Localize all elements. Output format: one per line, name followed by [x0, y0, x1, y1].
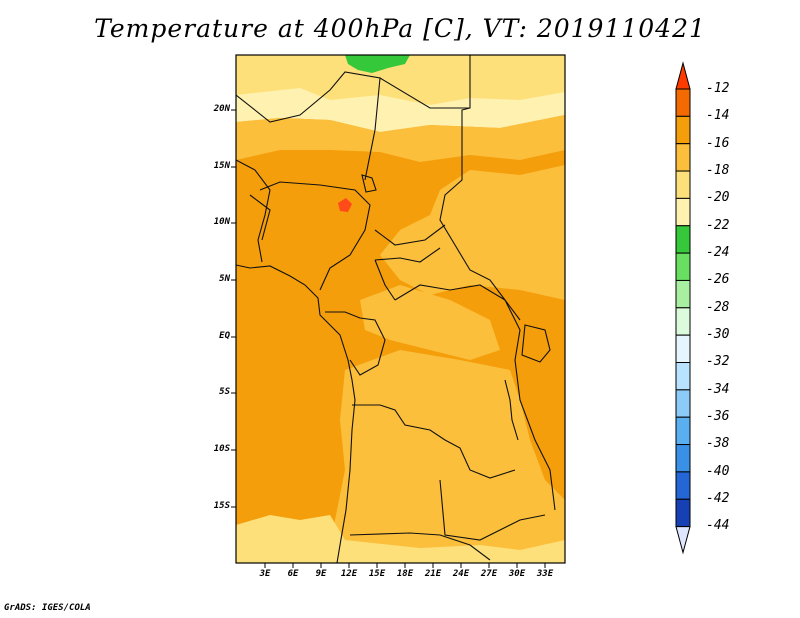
- colorbar-swatch: [675, 471, 691, 500]
- colorbar-bottom-triangle: [675, 526, 691, 555]
- field-amber-south: [330, 350, 565, 563]
- lon-label: 15E: [368, 569, 386, 579]
- country-borders: [236, 55, 556, 563]
- colorbar-label: -24: [706, 245, 730, 260]
- border-drc-north: [394, 284, 521, 321]
- colorbar-swatch: [675, 362, 691, 391]
- colorbar-label: -12: [706, 81, 730, 96]
- border-east: [504, 299, 556, 511]
- colorbar-label: -40: [706, 464, 730, 479]
- border-sudan-chad: [439, 55, 506, 301]
- border-car: [374, 224, 446, 301]
- colorbar-label: -42: [706, 491, 730, 506]
- colorbar-label: -32: [706, 354, 730, 369]
- border-libya-egypt: [379, 77, 470, 109]
- lake-tanganyika: [504, 379, 519, 441]
- colorbar-swatch: [675, 115, 691, 145]
- lon-label: 18E: [396, 569, 414, 579]
- border-congo: [325, 311, 386, 376]
- colorbar-label: -44: [706, 518, 730, 533]
- colorbar-swatch: [675, 307, 691, 336]
- lat-label: 5N: [219, 274, 230, 284]
- field-amber-congo: [360, 285, 500, 360]
- lat-label: 15N: [213, 161, 230, 171]
- lon-label: 27E: [480, 569, 498, 579]
- lon-label: 9E: [315, 569, 327, 579]
- colorbar-label: -20: [706, 190, 730, 205]
- lon-ticks: [264, 563, 546, 568]
- colorbar-swatch: [675, 197, 691, 227]
- border-northern: [236, 71, 381, 181]
- border-zambia: [439, 479, 546, 541]
- lat-label: 10N: [213, 217, 230, 227]
- colorbar-swatch: [675, 334, 691, 363]
- lake-chad: [361, 174, 377, 193]
- lon-label: 21E: [424, 569, 442, 579]
- border-nigeria: [259, 181, 371, 291]
- lat-label: EQ: [219, 331, 230, 341]
- lon-label: 24E: [452, 569, 470, 579]
- colorbar-label: -30: [706, 327, 730, 342]
- colorbar-label: -14: [706, 108, 730, 123]
- colorbar-swatch: [675, 389, 691, 418]
- field-amber-east: [380, 165, 565, 300]
- border-south: [349, 532, 491, 561]
- colorbar-label: -38: [706, 436, 730, 451]
- lat-label: 5S: [219, 387, 230, 397]
- border-drc-angola: [352, 404, 516, 479]
- colorbar-swatch: [675, 279, 691, 309]
- map-frame: [235, 54, 566, 564]
- lon-label: 33E: [536, 569, 554, 579]
- lat-label: 20N: [213, 104, 230, 114]
- field-band-amber-north: [236, 115, 565, 162]
- lat-label: 10S: [213, 444, 230, 454]
- lon-label: 30E: [508, 569, 526, 579]
- colorbar-label: -28: [706, 300, 730, 315]
- colorbar-label: -16: [706, 136, 730, 151]
- colorbar-swatch: [675, 252, 691, 281]
- colorbar-swatch: [675, 444, 691, 473]
- field-hot-spot: [338, 198, 352, 212]
- colorbar-swatch: [675, 416, 691, 446]
- lake-victoria: [521, 324, 551, 363]
- colorbar-top-triangle: [675, 61, 691, 90]
- colorbar-label: -22: [706, 218, 730, 233]
- colorbar-swatch: [675, 225, 691, 254]
- colorbar-swatch: [675, 143, 691, 172]
- temperature-field: [236, 55, 565, 563]
- colorbar-label: -36: [706, 409, 730, 424]
- colorbar-label: -18: [706, 163, 730, 178]
- colorbar: [675, 61, 691, 555]
- lon-label: 12E: [340, 569, 358, 579]
- field-yellow-southwest: [236, 515, 565, 563]
- grads-credit: GrADS: IGES/COLA: [4, 603, 91, 613]
- field-green-patch: [345, 55, 410, 73]
- colorbar-swatch: [675, 88, 691, 117]
- colorbar-label: -34: [706, 382, 730, 397]
- map-title: Temperature at 400hPa [C], VT: 201911042…: [94, 14, 706, 43]
- lat-ticks: [231, 109, 236, 508]
- colorbar-swatch: [675, 498, 691, 528]
- colorbar-label: -26: [706, 272, 730, 287]
- field-band-north-yellow: [236, 55, 565, 105]
- border-west-sahel: [236, 159, 271, 263]
- border-coastline: [236, 264, 356, 563]
- lat-label: 15S: [213, 501, 230, 511]
- lon-label: 3E: [259, 569, 271, 579]
- colorbar-swatch: [675, 170, 691, 199]
- lon-label: 6E: [287, 569, 299, 579]
